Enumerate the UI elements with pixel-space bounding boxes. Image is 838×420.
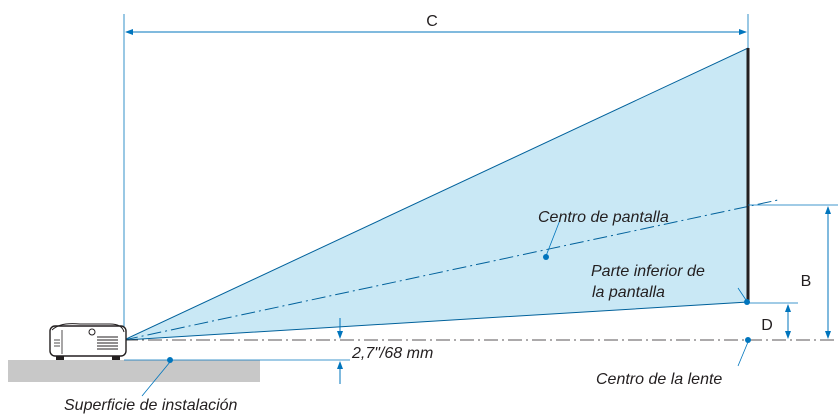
screen-center-dot	[543, 254, 549, 260]
label-c: C	[426, 13, 438, 30]
lens-center-leader	[737, 341, 749, 367]
projector-lens-icon	[88, 328, 96, 336]
projector-vent-icon	[97, 336, 118, 350]
label-lens-center: Centro de la lente	[596, 371, 722, 388]
screen-center-leader	[545, 219, 561, 257]
screen-bottom-dot	[744, 299, 750, 305]
label-screen-bottom-line2: la pantalla	[592, 284, 665, 301]
projector	[49, 323, 127, 360]
label-offset: 2,7"/68 mm	[351, 345, 433, 362]
installation-surface	[8, 360, 260, 382]
projection-center-line	[123, 199, 779, 341]
label-installation-surface: Superficie de instalación	[64, 397, 238, 414]
label-screen-bottom-line1: Parte inferior de	[591, 263, 705, 280]
surface-dot	[167, 357, 173, 363]
projector-grill-icon	[54, 339, 60, 347]
lens-center-dot	[745, 337, 751, 343]
label-screen-center: Centro de pantalla	[538, 209, 669, 226]
label-d: D	[761, 317, 773, 334]
label-b: B	[801, 273, 812, 290]
surface-leader	[141, 361, 171, 397]
screen-bottom-leader	[737, 287, 747, 301]
